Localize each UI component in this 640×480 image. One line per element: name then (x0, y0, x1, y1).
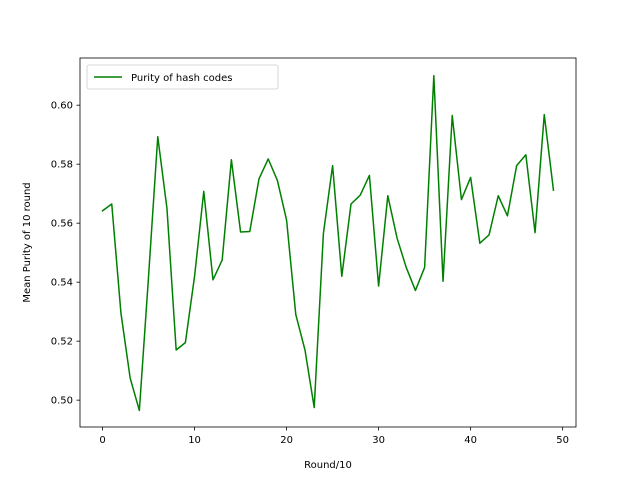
x-tick-label: 50 (556, 435, 569, 446)
x-tick-label: 20 (280, 435, 293, 446)
y-tick-label: 0.52 (51, 337, 73, 348)
legend-label: Purity of hash codes (131, 73, 232, 84)
y-tick-label: 0.56 (51, 219, 73, 230)
x-axis-label: Round/10 (304, 460, 352, 471)
series-line-0 (101, 74, 555, 412)
y-tick-label: 0.60 (51, 101, 73, 112)
y-tick-label: 0.58 (51, 160, 73, 171)
y-tick-label: 0.54 (51, 278, 73, 289)
x-tick-label: 0 (99, 435, 105, 446)
legend: Purity of hash codes (86, 64, 279, 90)
axes: 0 10 20 30 40 50 0.50 0.52 0.54 0.56 0.58 0.60 (51, 57, 577, 446)
legend-box (86, 64, 279, 90)
y-axis-label: Mean Purity of 10 round (22, 182, 33, 302)
y-tick-label: 0.50 (51, 396, 73, 407)
x-tick-label: 30 (372, 435, 385, 446)
plot-area (101, 74, 555, 412)
axes-frame (79, 57, 577, 428)
x-tick-label: 40 (464, 435, 477, 446)
x-tick-label: 10 (188, 435, 201, 446)
